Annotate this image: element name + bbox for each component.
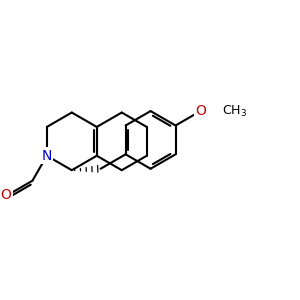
Text: N: N bbox=[42, 149, 52, 163]
Text: O: O bbox=[195, 104, 206, 118]
Text: O: O bbox=[1, 188, 11, 202]
Text: CH$_3$: CH$_3$ bbox=[222, 103, 247, 118]
